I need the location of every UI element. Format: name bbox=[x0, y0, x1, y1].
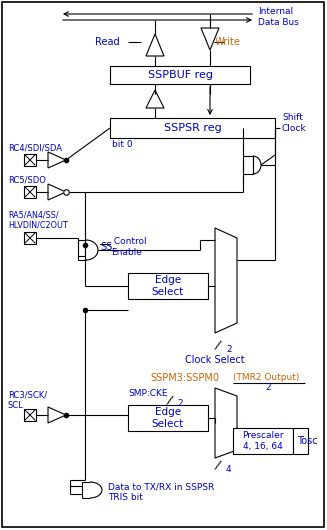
Text: (TMR2 Output): (TMR2 Output) bbox=[233, 374, 300, 383]
Polygon shape bbox=[146, 90, 164, 108]
Text: RA5/AN4/SS/
HLVDIN/C2OUT: RA5/AN4/SS/ HLVDIN/C2OUT bbox=[8, 210, 68, 229]
Polygon shape bbox=[215, 228, 237, 333]
Text: Tosc: Tosc bbox=[297, 436, 318, 446]
Text: SS: SS bbox=[100, 242, 112, 252]
Bar bbox=[128, 405, 208, 431]
Bar bbox=[128, 273, 208, 299]
Text: Read: Read bbox=[95, 37, 120, 47]
Text: SMP:CKE: SMP:CKE bbox=[128, 390, 167, 399]
Bar bbox=[233, 428, 293, 454]
Text: 2: 2 bbox=[177, 400, 182, 409]
Bar bbox=[24, 232, 36, 244]
Bar bbox=[243, 156, 253, 174]
Polygon shape bbox=[48, 152, 66, 168]
Text: Edge
Select: Edge Select bbox=[152, 407, 184, 429]
Polygon shape bbox=[48, 184, 66, 200]
Text: Clock Select: Clock Select bbox=[185, 355, 245, 365]
Text: 2: 2 bbox=[265, 384, 271, 393]
Bar bbox=[110, 66, 250, 84]
Text: RC3/SCK/
SCL: RC3/SCK/ SCL bbox=[8, 390, 47, 410]
Text: SSPM3:SSPM0: SSPM3:SSPM0 bbox=[150, 373, 219, 383]
Bar bbox=[24, 186, 36, 198]
Text: Write: Write bbox=[215, 37, 241, 47]
Text: Prescaler
4, 16, 64: Prescaler 4, 16, 64 bbox=[242, 431, 284, 450]
Text: SSPBUF reg: SSPBUF reg bbox=[147, 70, 213, 80]
Bar bbox=[24, 154, 36, 166]
Text: RC5/SDO: RC5/SDO bbox=[8, 175, 46, 184]
Text: /: / bbox=[214, 338, 222, 352]
Text: Control
Enable: Control Enable bbox=[111, 237, 146, 257]
Text: /: / bbox=[166, 393, 174, 407]
Text: 4: 4 bbox=[226, 465, 232, 474]
Text: Internal
Data Bus: Internal Data Bus bbox=[258, 7, 299, 26]
Polygon shape bbox=[146, 34, 164, 56]
Text: /: / bbox=[214, 458, 222, 472]
Bar bbox=[110, 118, 275, 138]
Bar bbox=[24, 409, 36, 421]
Bar bbox=[293, 428, 308, 454]
Polygon shape bbox=[201, 28, 219, 50]
Text: Shift
Clock: Shift Clock bbox=[282, 113, 307, 132]
Text: SSPSR reg: SSPSR reg bbox=[164, 123, 221, 133]
Text: 2: 2 bbox=[226, 346, 232, 355]
Text: Edge
Select: Edge Select bbox=[152, 275, 184, 297]
Text: RC4/SDI/SDA: RC4/SDI/SDA bbox=[8, 144, 62, 153]
Text: bit 0: bit 0 bbox=[112, 140, 133, 149]
Text: TRIS bit: TRIS bit bbox=[108, 492, 143, 501]
Text: Data to TX/RX in SSPSR: Data to TX/RX in SSPSR bbox=[108, 482, 214, 491]
Polygon shape bbox=[215, 388, 237, 458]
Polygon shape bbox=[48, 407, 66, 423]
